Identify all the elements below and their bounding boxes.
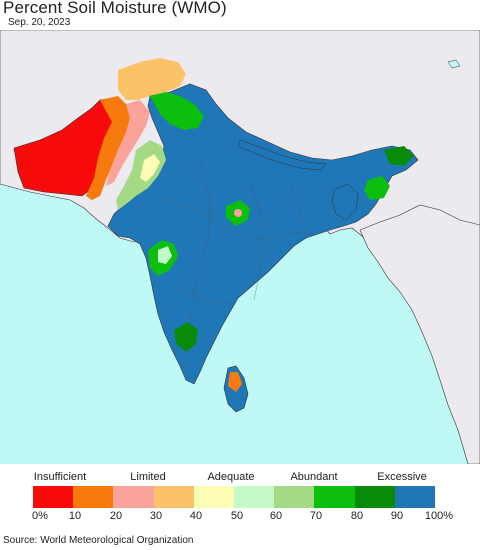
india-landmass xyxy=(107,83,419,385)
legend-swatch-0-10 xyxy=(33,486,74,508)
green-patch-kashmir xyxy=(150,92,204,130)
legend-swatch-10-20 xyxy=(73,486,114,508)
legend-category-abundant: Abundant xyxy=(290,471,338,483)
green-patch-south xyxy=(174,322,198,352)
pakistan-north xyxy=(118,58,186,100)
small-lake xyxy=(447,59,461,69)
legend-tick-90: 90 xyxy=(390,510,404,522)
legend-tick-20: 20 xyxy=(109,510,123,522)
source-credit: Source: World Meteorological Organizatio… xyxy=(3,535,194,546)
legend-swatch-30-40 xyxy=(153,486,194,508)
bangladesh-outline xyxy=(331,183,359,221)
legend-swatch-40-50 xyxy=(193,486,235,508)
map-title: Percent Soil Moisture (WMO) xyxy=(3,0,227,17)
state-borders xyxy=(163,159,319,321)
soil-moisture-map xyxy=(0,30,480,464)
legend-tick-80: 80 xyxy=(350,510,364,522)
legend-tick-100: 100% xyxy=(424,510,454,522)
legend-category-limited: Limited xyxy=(130,471,166,483)
legend-category-excessive: Excessive xyxy=(377,471,427,483)
legend: Insufficient Limited Adequate Abundant E… xyxy=(0,464,480,530)
legend-tick-10: 10 xyxy=(68,510,82,522)
dry-spot-central xyxy=(234,209,242,217)
legend-tick-40: 40 xyxy=(189,510,203,522)
legend-swatch-20-30 xyxy=(113,486,154,508)
nepal-outline xyxy=(237,139,327,171)
legend-color-bar xyxy=(33,486,436,508)
pakistan-pink xyxy=(106,100,150,186)
legend-category-insufficient: Insufficient xyxy=(33,471,87,483)
legend-swatch-60-70 xyxy=(274,486,315,508)
pakistan-orange xyxy=(86,96,130,200)
yellow-patch xyxy=(140,154,160,182)
legend-swatch-70-80 xyxy=(314,486,355,508)
legend-tick-70: 70 xyxy=(309,510,323,522)
map-date: Sep. 20, 2023 xyxy=(8,17,71,28)
legend-swatch-50-60 xyxy=(234,486,275,508)
green-patch-east xyxy=(384,146,414,166)
myanmar-land xyxy=(359,204,480,464)
sri-lanka-dry xyxy=(228,372,242,392)
lightgreen-west xyxy=(158,246,172,264)
legend-tick-50: 50 xyxy=(230,510,244,522)
legend-tick-60: 60 xyxy=(269,510,283,522)
legend-tick-30: 30 xyxy=(149,510,163,522)
legend-category-adequate: Adequate xyxy=(207,471,255,483)
legend-swatch-80-90 xyxy=(354,486,395,508)
legend-tick-0: 0% xyxy=(32,510,48,522)
legend-swatch-90-100 xyxy=(394,486,436,508)
green-patch-northeast xyxy=(364,176,390,200)
